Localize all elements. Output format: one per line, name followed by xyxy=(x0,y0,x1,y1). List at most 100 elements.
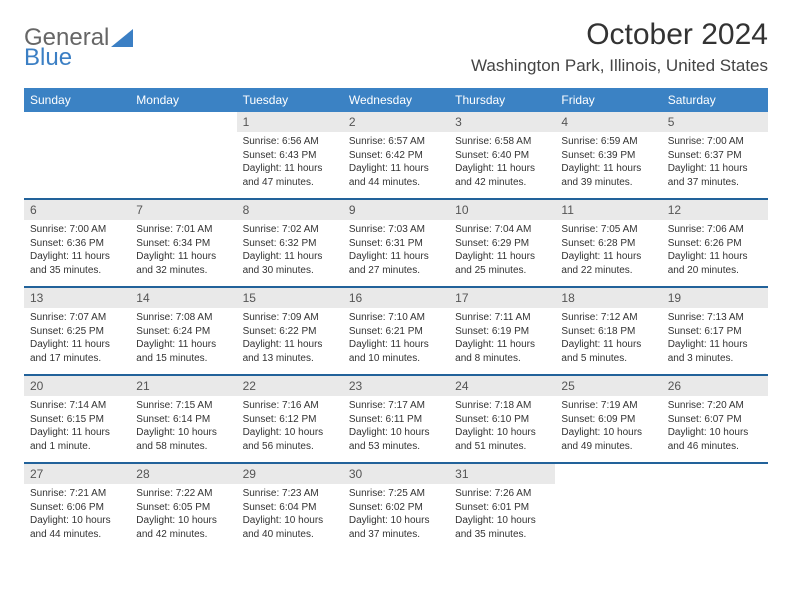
logo-text-2: Blue xyxy=(24,44,72,72)
day-number: 21 xyxy=(130,376,236,396)
day-number: 29 xyxy=(237,464,343,484)
calendar-cell: 9Sunrise: 7:03 AMSunset: 6:31 PMDaylight… xyxy=(343,200,449,286)
sunrise-line: Sunrise: 6:56 AM xyxy=(243,135,337,149)
day-body: Sunrise: 7:17 AMSunset: 6:11 PMDaylight:… xyxy=(343,396,449,457)
day-body: Sunrise: 6:57 AMSunset: 6:42 PMDaylight:… xyxy=(343,132,449,193)
sunset-line: Sunset: 6:11 PM xyxy=(349,413,443,427)
day-body: Sunrise: 7:18 AMSunset: 6:10 PMDaylight:… xyxy=(449,396,555,457)
day-number: 28 xyxy=(130,464,236,484)
calendar-cell: 27Sunrise: 7:21 AMSunset: 6:06 PMDayligh… xyxy=(24,464,130,550)
sunrise-line: Sunrise: 7:22 AM xyxy=(136,487,230,501)
daylight-line: Daylight: 10 hours and 56 minutes. xyxy=(243,426,337,453)
month-title: October 2024 xyxy=(471,18,768,52)
day-number: 6 xyxy=(24,200,130,220)
daylight-line: Daylight: 11 hours and 32 minutes. xyxy=(136,250,230,277)
sunset-line: Sunset: 6:17 PM xyxy=(668,325,762,339)
calendar-grid: SundayMondayTuesdayWednesdayThursdayFrid… xyxy=(24,88,768,550)
daylight-line: Daylight: 11 hours and 17 minutes. xyxy=(30,338,124,365)
sunset-line: Sunset: 6:25 PM xyxy=(30,325,124,339)
day-number: 1 xyxy=(237,112,343,132)
day-number: 5 xyxy=(662,112,768,132)
day-number: 25 xyxy=(555,376,661,396)
daylight-line: Daylight: 11 hours and 5 minutes. xyxy=(561,338,655,365)
daylight-line: Daylight: 10 hours and 58 minutes. xyxy=(136,426,230,453)
sunrise-line: Sunrise: 6:58 AM xyxy=(455,135,549,149)
sunrise-line: Sunrise: 7:07 AM xyxy=(30,311,124,325)
daylight-line: Daylight: 11 hours and 1 minute. xyxy=(30,426,124,453)
calendar-cell: 5Sunrise: 7:00 AMSunset: 6:37 PMDaylight… xyxy=(662,112,768,198)
calendar-cell: .. xyxy=(24,112,130,198)
sunrise-line: Sunrise: 7:26 AM xyxy=(455,487,549,501)
sunset-line: Sunset: 6:14 PM xyxy=(136,413,230,427)
day-number: 2 xyxy=(343,112,449,132)
calendar-cell: 17Sunrise: 7:11 AMSunset: 6:19 PMDayligh… xyxy=(449,288,555,374)
day-number: 15 xyxy=(237,288,343,308)
daylight-line: Daylight: 10 hours and 44 minutes. xyxy=(30,514,124,541)
sunrise-line: Sunrise: 7:09 AM xyxy=(243,311,337,325)
day-number: 4 xyxy=(555,112,661,132)
day-body: Sunrise: 7:23 AMSunset: 6:04 PMDaylight:… xyxy=(237,484,343,545)
sunrise-line: Sunrise: 7:21 AM xyxy=(30,487,124,501)
daylight-line: Daylight: 11 hours and 8 minutes. xyxy=(455,338,549,365)
day-body: Sunrise: 7:10 AMSunset: 6:21 PMDaylight:… xyxy=(343,308,449,369)
sunset-line: Sunset: 6:28 PM xyxy=(561,237,655,251)
sunset-line: Sunset: 6:37 PM xyxy=(668,149,762,163)
day-number: 17 xyxy=(449,288,555,308)
sunset-line: Sunset: 6:09 PM xyxy=(561,413,655,427)
day-body: Sunrise: 7:19 AMSunset: 6:09 PMDaylight:… xyxy=(555,396,661,457)
calendar-cell: 15Sunrise: 7:09 AMSunset: 6:22 PMDayligh… xyxy=(237,288,343,374)
day-body: Sunrise: 7:01 AMSunset: 6:34 PMDaylight:… xyxy=(130,220,236,281)
day-body: Sunrise: 7:14 AMSunset: 6:15 PMDaylight:… xyxy=(24,396,130,457)
weekday-header: Saturday xyxy=(662,88,768,112)
daylight-line: Daylight: 10 hours and 37 minutes. xyxy=(349,514,443,541)
daylight-line: Daylight: 10 hours and 49 minutes. xyxy=(561,426,655,453)
day-body: Sunrise: 7:03 AMSunset: 6:31 PMDaylight:… xyxy=(343,220,449,281)
calendar-cell: 1Sunrise: 6:56 AMSunset: 6:43 PMDaylight… xyxy=(237,112,343,198)
sunrise-line: Sunrise: 7:13 AM xyxy=(668,311,762,325)
calendar-cell: 3Sunrise: 6:58 AMSunset: 6:40 PMDaylight… xyxy=(449,112,555,198)
day-body: Sunrise: 7:02 AMSunset: 6:32 PMDaylight:… xyxy=(237,220,343,281)
sunrise-line: Sunrise: 7:02 AM xyxy=(243,223,337,237)
day-number: 19 xyxy=(662,288,768,308)
sunrise-line: Sunrise: 7:17 AM xyxy=(349,399,443,413)
day-body: Sunrise: 7:00 AMSunset: 6:37 PMDaylight:… xyxy=(662,132,768,193)
sunrise-line: Sunrise: 7:18 AM xyxy=(455,399,549,413)
calendar-cell: 21Sunrise: 7:15 AMSunset: 6:14 PMDayligh… xyxy=(130,376,236,462)
day-body: Sunrise: 7:08 AMSunset: 6:24 PMDaylight:… xyxy=(130,308,236,369)
daylight-line: Daylight: 10 hours and 40 minutes. xyxy=(243,514,337,541)
day-body: Sunrise: 6:59 AMSunset: 6:39 PMDaylight:… xyxy=(555,132,661,193)
weekday-header: Thursday xyxy=(449,88,555,112)
day-number: 14 xyxy=(130,288,236,308)
sunset-line: Sunset: 6:32 PM xyxy=(243,237,337,251)
calendar-cell: 8Sunrise: 7:02 AMSunset: 6:32 PMDaylight… xyxy=(237,200,343,286)
sunrise-line: Sunrise: 7:15 AM xyxy=(136,399,230,413)
day-body: Sunrise: 7:22 AMSunset: 6:05 PMDaylight:… xyxy=(130,484,236,545)
sunset-line: Sunset: 6:07 PM xyxy=(668,413,762,427)
weekday-header: Wednesday xyxy=(343,88,449,112)
sunset-line: Sunset: 6:12 PM xyxy=(243,413,337,427)
day-body: Sunrise: 7:09 AMSunset: 6:22 PMDaylight:… xyxy=(237,308,343,369)
day-body: Sunrise: 7:15 AMSunset: 6:14 PMDaylight:… xyxy=(130,396,236,457)
sunset-line: Sunset: 6:26 PM xyxy=(668,237,762,251)
sunset-line: Sunset: 6:19 PM xyxy=(455,325,549,339)
daylight-line: Daylight: 10 hours and 53 minutes. xyxy=(349,426,443,453)
day-body: Sunrise: 6:56 AMSunset: 6:43 PMDaylight:… xyxy=(237,132,343,193)
day-number: 24 xyxy=(449,376,555,396)
sunrise-line: Sunrise: 7:06 AM xyxy=(668,223,762,237)
day-number: 9 xyxy=(343,200,449,220)
sunrise-line: Sunrise: 7:05 AM xyxy=(561,223,655,237)
calendar-cell: 2Sunrise: 6:57 AMSunset: 6:42 PMDaylight… xyxy=(343,112,449,198)
day-body: Sunrise: 7:26 AMSunset: 6:01 PMDaylight:… xyxy=(449,484,555,545)
sunrise-line: Sunrise: 7:10 AM xyxy=(349,311,443,325)
sunset-line: Sunset: 6:04 PM xyxy=(243,501,337,515)
day-number: 30 xyxy=(343,464,449,484)
calendar-cell: 6Sunrise: 7:00 AMSunset: 6:36 PMDaylight… xyxy=(24,200,130,286)
sunrise-line: Sunrise: 7:00 AM xyxy=(30,223,124,237)
day-body: Sunrise: 7:05 AMSunset: 6:28 PMDaylight:… xyxy=(555,220,661,281)
day-number: 31 xyxy=(449,464,555,484)
day-number: 27 xyxy=(24,464,130,484)
sunrise-line: Sunrise: 7:00 AM xyxy=(668,135,762,149)
sunrise-line: Sunrise: 7:25 AM xyxy=(349,487,443,501)
calendar-cell: 26Sunrise: 7:20 AMSunset: 6:07 PMDayligh… xyxy=(662,376,768,462)
daylight-line: Daylight: 10 hours and 51 minutes. xyxy=(455,426,549,453)
